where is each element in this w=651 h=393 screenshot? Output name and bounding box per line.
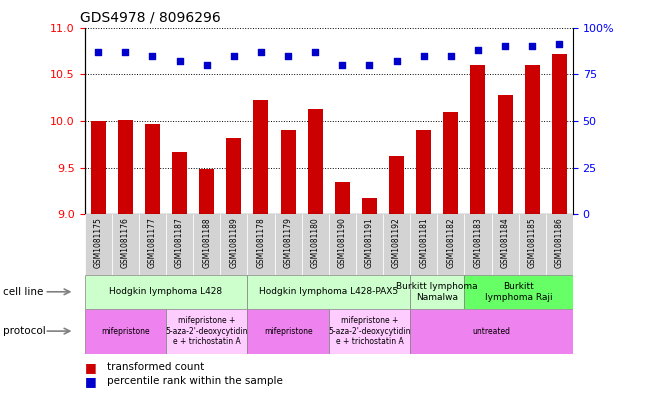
Text: GSM1081188: GSM1081188: [202, 217, 211, 268]
Point: [256, 49, 266, 55]
Point: [202, 62, 212, 68]
Bar: [253, 100, 268, 214]
Text: Burkitt
lymphoma Raji: Burkitt lymphoma Raji: [485, 282, 553, 301]
Bar: [193, 214, 220, 275]
Bar: [275, 214, 301, 275]
Bar: [519, 214, 546, 275]
Text: GSM1081184: GSM1081184: [501, 217, 510, 268]
Text: ■: ■: [85, 375, 96, 388]
Text: Burkitt lymphoma
Namalwa: Burkitt lymphoma Namalwa: [396, 282, 478, 301]
Text: protocol: protocol: [3, 326, 46, 336]
Text: GSM1081181: GSM1081181: [419, 217, 428, 268]
Bar: [145, 124, 160, 214]
Bar: [329, 309, 410, 354]
Point: [500, 43, 510, 49]
Bar: [410, 214, 437, 275]
Bar: [90, 121, 105, 214]
Bar: [247, 214, 275, 275]
Text: ■: ■: [85, 361, 96, 374]
Bar: [220, 214, 247, 275]
Text: GSM1081180: GSM1081180: [311, 217, 320, 268]
Bar: [301, 214, 329, 275]
Bar: [464, 275, 573, 309]
Bar: [247, 275, 410, 309]
Bar: [471, 65, 486, 214]
Bar: [546, 214, 573, 275]
Text: percentile rank within the sample: percentile rank within the sample: [107, 376, 283, 386]
Text: GDS4978 / 8096296: GDS4978 / 8096296: [79, 11, 221, 25]
Bar: [410, 309, 573, 354]
Text: cell line: cell line: [3, 287, 44, 297]
Bar: [389, 156, 404, 214]
Text: mifepristone +
5-aza-2'-deoxycytidin
e + trichostatin A: mifepristone + 5-aza-2'-deoxycytidin e +…: [328, 316, 411, 346]
Bar: [383, 214, 410, 275]
Point: [365, 62, 375, 68]
Bar: [492, 214, 519, 275]
Bar: [335, 182, 350, 214]
Text: transformed count: transformed count: [107, 362, 204, 373]
Text: GSM1081178: GSM1081178: [256, 217, 266, 268]
Point: [419, 52, 429, 59]
Point: [93, 49, 104, 55]
Text: GSM1081186: GSM1081186: [555, 217, 564, 268]
Point: [554, 41, 564, 48]
Bar: [112, 214, 139, 275]
Text: GSM1081176: GSM1081176: [121, 217, 130, 268]
Text: GSM1081177: GSM1081177: [148, 217, 157, 268]
Bar: [118, 120, 133, 214]
Point: [229, 52, 239, 59]
Bar: [464, 214, 492, 275]
Text: GSM1081187: GSM1081187: [175, 217, 184, 268]
Text: GSM1081175: GSM1081175: [94, 217, 103, 268]
Bar: [552, 53, 567, 214]
Text: GSM1081190: GSM1081190: [338, 217, 347, 268]
Text: GSM1081185: GSM1081185: [528, 217, 536, 268]
Bar: [172, 152, 187, 214]
Point: [147, 52, 158, 59]
Text: mifepristone: mifepristone: [264, 327, 312, 336]
Text: mifepristone +
5-aza-2'-deoxycytidin
e + trichostatin A: mifepristone + 5-aza-2'-deoxycytidin e +…: [165, 316, 248, 346]
Text: Hodgkin lymphoma L428-PAX5: Hodgkin lymphoma L428-PAX5: [259, 287, 398, 296]
Point: [174, 58, 185, 64]
Text: untreated: untreated: [473, 327, 510, 336]
Bar: [356, 214, 383, 275]
Bar: [525, 65, 540, 214]
Text: Hodgkin lymphoma L428: Hodgkin lymphoma L428: [109, 287, 223, 296]
Bar: [329, 214, 356, 275]
Bar: [166, 214, 193, 275]
Text: GSM1081192: GSM1081192: [392, 217, 401, 268]
Bar: [227, 138, 242, 214]
Text: GSM1081189: GSM1081189: [229, 217, 238, 268]
Bar: [497, 95, 512, 214]
Bar: [247, 309, 329, 354]
Point: [473, 47, 483, 53]
Bar: [410, 275, 464, 309]
Text: GSM1081182: GSM1081182: [447, 217, 455, 268]
Point: [391, 58, 402, 64]
Bar: [85, 214, 112, 275]
Bar: [362, 198, 377, 214]
Bar: [166, 309, 247, 354]
Text: GSM1081179: GSM1081179: [284, 217, 292, 268]
Text: mifepristone: mifepristone: [101, 327, 150, 336]
Text: GSM1081191: GSM1081191: [365, 217, 374, 268]
Point: [283, 52, 293, 59]
Bar: [199, 169, 214, 214]
Bar: [85, 275, 247, 309]
Point: [337, 62, 348, 68]
Bar: [139, 214, 166, 275]
Text: GSM1081183: GSM1081183: [473, 217, 482, 268]
Bar: [281, 130, 296, 214]
Point: [527, 43, 538, 49]
Bar: [443, 112, 458, 214]
Point: [445, 52, 456, 59]
Bar: [437, 214, 464, 275]
Bar: [308, 109, 323, 214]
Point: [120, 49, 130, 55]
Bar: [85, 309, 166, 354]
Bar: [416, 130, 431, 214]
Point: [310, 49, 320, 55]
